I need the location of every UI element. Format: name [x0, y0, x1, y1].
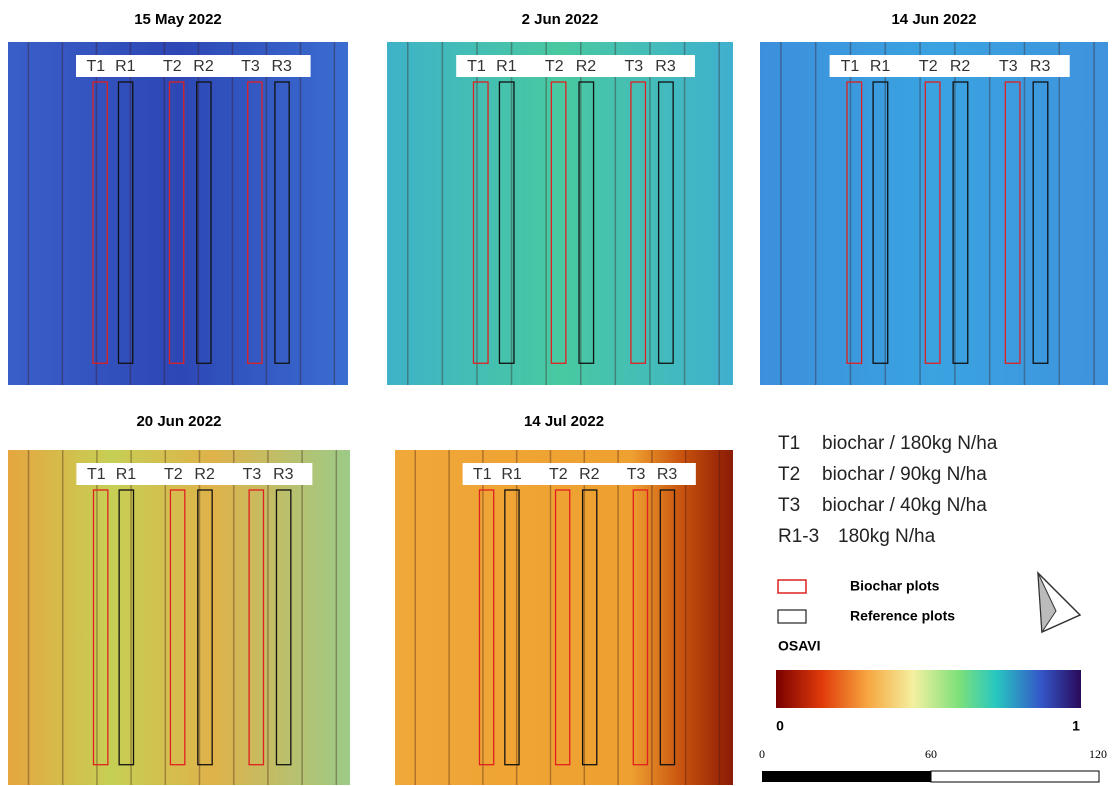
panel-title: 14 Jul 2022	[524, 413, 604, 430]
plot-label: T3	[627, 466, 646, 483]
biochar-symbol	[778, 580, 806, 593]
plot-label: R2	[576, 58, 597, 75]
treatment-desc: biochar / 40kg N/ha	[822, 495, 987, 516]
scale-tick: 0	[759, 747, 765, 761]
plot-label: R1	[115, 58, 136, 75]
reference-label: Reference plots	[850, 608, 955, 624]
scale-bar: 0 60 120	[759, 747, 1107, 782]
plot-label: T2	[919, 58, 938, 75]
map-panel: 20 Jun 2022 T1 R1 T2 R2 T3 R3	[8, 413, 350, 785]
plot-label: R3	[655, 58, 676, 75]
plot-label: R3	[273, 466, 294, 483]
raster	[8, 450, 350, 785]
plot-label: T2	[549, 466, 568, 483]
plot-label: T3	[625, 58, 644, 75]
plot-label: T1	[86, 58, 105, 75]
plot-label: R3	[1030, 58, 1051, 75]
panels: 15 May 2022 T1 R1 T2 R2 T3 R3 2 Jun 2022 T1 R1 T2 R…	[8, 11, 1108, 785]
plot-label: R3	[657, 466, 678, 483]
treatment-code: T1	[778, 433, 800, 454]
treatment-desc: 180kg N/ha	[838, 526, 936, 547]
plot-label: T1	[87, 466, 106, 483]
plot-label: T3	[241, 58, 260, 75]
raster	[760, 42, 1108, 385]
index-title: OSAVI	[778, 638, 821, 654]
legend: T1 biochar / 180kg N/ha T2 biochar / 90kg N…	[776, 433, 1081, 734]
scale-segment	[762, 771, 931, 782]
plot-label: T2	[163, 58, 182, 75]
treatment-code: T3	[778, 495, 800, 516]
plot-label: T3	[999, 58, 1018, 75]
plot-label: R1	[116, 466, 137, 483]
plot-label: R1	[501, 466, 522, 483]
biochar-label: Biochar plots	[850, 578, 940, 594]
panel-title: 20 Jun 2022	[136, 413, 221, 430]
plot-label: R1	[870, 58, 891, 75]
map-panel: 15 May 2022 T1 R1 T2 R2 T3 R3	[8, 11, 348, 385]
treatment-list: T1 biochar / 180kg N/ha T2 biochar / 90kg N…	[778, 433, 998, 547]
scale-segment	[931, 771, 1099, 782]
plot-label: T1	[841, 58, 860, 75]
scale-tick: 120	[1089, 747, 1107, 761]
treatment-code: R1-3	[778, 526, 819, 547]
plot-label: R2	[194, 466, 215, 483]
raster	[8, 42, 348, 385]
plot-label: R2	[193, 58, 214, 75]
plot-label: R2	[950, 58, 971, 75]
scale-tick: 60	[925, 747, 937, 761]
panel-title: 14 Jun 2022	[891, 11, 976, 28]
plot-label: R2	[579, 466, 600, 483]
map-panel: 14 Jun 2022 T1 R1 T2 R2 T3 R3	[760, 11, 1108, 385]
north-arrow	[1038, 573, 1080, 632]
raster	[395, 450, 733, 785]
figure: 15 May 2022 T1 R1 T2 R2 T3 R3 2 Jun 2022 T1 R1 T2 R…	[0, 0, 1117, 786]
treatment-desc: biochar / 180kg N/ha	[822, 433, 998, 454]
plot-label: T2	[164, 466, 183, 483]
plot-label: T1	[473, 466, 492, 483]
reference-symbol	[778, 610, 806, 623]
treatment-code: T2	[778, 464, 800, 485]
plot-label: T2	[545, 58, 564, 75]
map-panel: 2 Jun 2022 T1 R1 T2 R2 T3 R3	[387, 11, 733, 385]
plot-label: R1	[496, 58, 517, 75]
plot-label: R3	[271, 58, 292, 75]
panel-title: 2 Jun 2022	[522, 11, 599, 28]
treatment-desc: biochar / 90kg N/ha	[822, 464, 987, 485]
colorbar-max: 1	[1072, 718, 1080, 734]
plot-label: T1	[467, 58, 486, 75]
colorbar-min: 0	[776, 718, 784, 734]
plot-label: T3	[243, 466, 262, 483]
map-panel: 14 Jul 2022 T1 R1 T2 R2 T3 R3	[395, 413, 733, 785]
colorbar	[776, 670, 1081, 708]
raster	[387, 42, 733, 385]
panel-title: 15 May 2022	[134, 11, 222, 28]
